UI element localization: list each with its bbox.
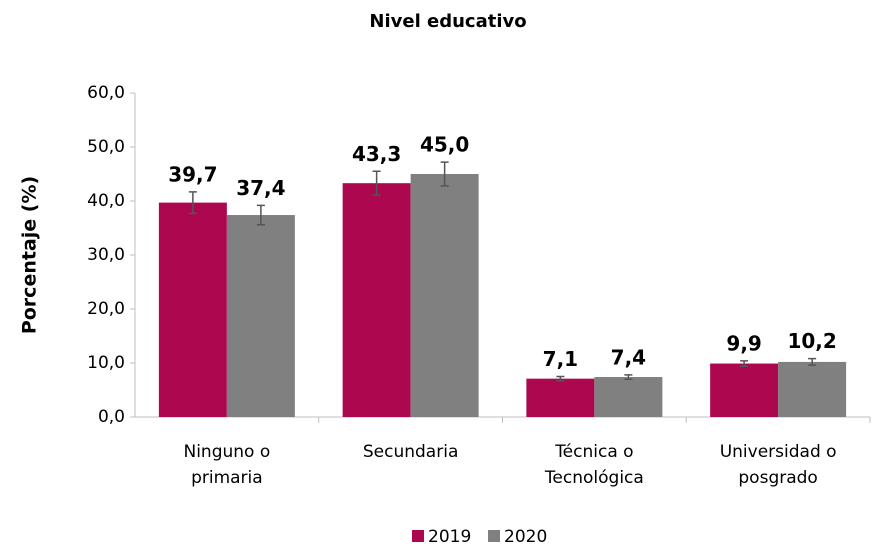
legend-swatch (488, 530, 500, 542)
error-bar (372, 170, 381, 196)
x-tick-label: Técnica o Tecnológica (544, 442, 644, 488)
y-tick-label: 40,0 (87, 191, 125, 211)
y-tick-label: 10,0 (87, 353, 125, 373)
error-bar (624, 374, 633, 380)
bar (158, 202, 227, 417)
data-label: 7,4 (611, 345, 646, 369)
error-bar (740, 360, 749, 367)
data-label: 9,9 (726, 331, 761, 355)
x-tick-label: Universidad o posgrado (719, 442, 837, 488)
data-label: 7,1 (543, 347, 578, 371)
data-label: 10,2 (787, 329, 836, 353)
legend-label: 2020 (504, 527, 547, 547)
y-tick-label: 0,0 (98, 407, 125, 427)
y-axis-label: Porcentaje (%) (19, 176, 41, 334)
y-tick-label: 20,0 (87, 299, 125, 319)
bar (342, 183, 411, 417)
error-bar (556, 375, 565, 382)
data-label: 45,0 (420, 133, 469, 157)
data-label: 37,4 (236, 176, 285, 200)
data-label: 39,7 (168, 162, 217, 186)
legend-swatch (412, 530, 424, 542)
bar (594, 377, 663, 417)
bar (778, 361, 847, 417)
y-tick-label: 30,0 (87, 245, 125, 265)
bar (526, 378, 595, 417)
error-bar (188, 191, 197, 215)
chart-title: Nivel educativo (369, 11, 526, 32)
legend-label: 2019 (428, 527, 471, 547)
data-label: 43,3 (352, 142, 401, 166)
x-tick-label: Ninguno o primaria (183, 442, 271, 488)
y-tick-label: 60,0 (87, 83, 125, 103)
error-bar (256, 204, 265, 226)
bar (710, 363, 779, 417)
x-tick-label: Secundaria (362, 442, 459, 462)
error-bar (440, 161, 449, 187)
bar (410, 174, 479, 417)
y-tick-label: 50,0 (87, 137, 125, 157)
error-bar (808, 357, 817, 366)
bar (226, 215, 295, 417)
